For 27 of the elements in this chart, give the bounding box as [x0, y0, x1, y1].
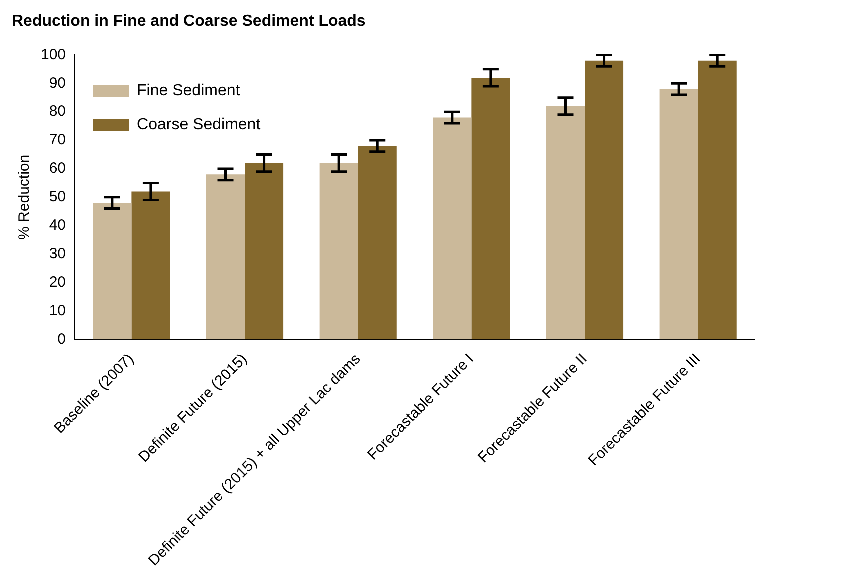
bar: [206, 174, 246, 340]
bar: [93, 203, 132, 340]
bar: [660, 89, 698, 340]
legend-label: Fine Sediment: [137, 82, 241, 100]
bar: [698, 60, 737, 340]
y-tick-label: 10: [49, 302, 66, 320]
y-tick-label: 50: [49, 188, 66, 206]
bar: [585, 60, 624, 340]
y-tick-label: 60: [49, 160, 66, 178]
y-tick-label: 0: [58, 330, 66, 348]
chart-title: Reduction in Fine and Coarse Sediment Loads: [12, 13, 366, 30]
y-tick-label: 100: [40, 46, 66, 64]
bar: [433, 118, 472, 340]
y-tick-label: 20: [49, 274, 66, 291]
y-tick-label: 70: [49, 132, 66, 149]
y-axis-title: % Reduction: [16, 154, 34, 240]
bar: [546, 106, 586, 340]
bar: [472, 78, 510, 340]
y-tick-label: 30: [49, 245, 66, 262]
bar: [132, 192, 170, 340]
bar: [320, 163, 358, 340]
y-tick-label: 40: [49, 217, 66, 234]
bar: [245, 163, 284, 340]
bar: [358, 146, 397, 340]
y-tick-label: 90: [49, 74, 66, 92]
y-tick-label: 80: [49, 103, 66, 120]
legend-label: Coarse Sediment: [137, 116, 262, 134]
